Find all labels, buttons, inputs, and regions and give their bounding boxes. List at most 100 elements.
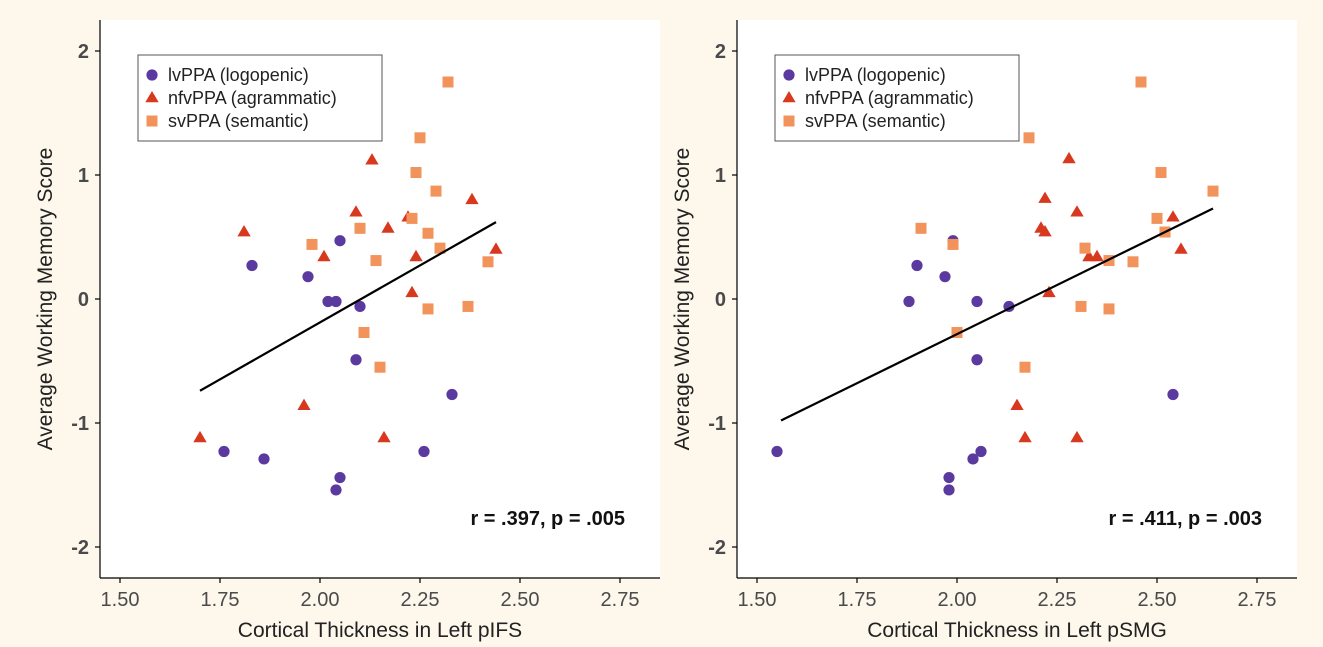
data-point <box>1038 191 1052 203</box>
data-point <box>1174 242 1188 254</box>
legend-marker <box>146 69 158 81</box>
data-point <box>1151 212 1163 224</box>
regression-line <box>780 207 1214 422</box>
y-tick-label: 2 <box>78 41 89 63</box>
data-point <box>967 453 979 465</box>
data-point <box>915 222 927 234</box>
data-point <box>422 227 434 239</box>
x-tick-label: 1.50 <box>738 589 777 611</box>
legend-label: svPPA (semantic) <box>805 111 946 131</box>
data-point <box>354 300 366 313</box>
data-point <box>1070 205 1084 217</box>
y-tick-label: -1 <box>708 413 726 435</box>
data-point <box>462 300 474 312</box>
data-point <box>334 471 346 484</box>
x-tick-label: 2.25 <box>1038 589 1077 611</box>
data-point <box>1127 256 1139 268</box>
data-point <box>302 271 314 283</box>
x-tick-label: 2.25 <box>401 589 440 611</box>
data-point <box>489 242 503 254</box>
data-point <box>418 445 430 458</box>
legend-label: nfvPPA (agrammatic) <box>805 88 974 108</box>
data-point <box>365 153 379 165</box>
data-point <box>482 256 494 268</box>
y-tick-label: -2 <box>71 537 89 559</box>
data-point <box>409 249 423 262</box>
legend-label: lvPPA (logopenic) <box>805 65 946 85</box>
y-tick-label: -2 <box>708 537 726 559</box>
legend-marker <box>782 91 796 103</box>
data-point <box>330 484 342 496</box>
x-tick-label: 2.50 <box>501 589 540 611</box>
data-point <box>971 295 983 308</box>
scatter-panel-left: -2 -1 0 1 2 1.50 1.75 2.00 2.25 2.50 2.75 Cortical … <box>34 20 660 642</box>
data-point <box>414 132 426 144</box>
y-axis-title: Average Working Memory Score <box>34 148 57 451</box>
data-point <box>1019 361 1031 373</box>
data-point <box>430 185 442 197</box>
data-point <box>939 271 951 283</box>
data-point <box>358 326 370 338</box>
data-point <box>943 484 955 496</box>
data-point <box>406 212 418 224</box>
x-tick-label: 2.00 <box>938 589 977 611</box>
data-point <box>410 167 422 179</box>
x-tick-label: 2.75 <box>601 589 640 611</box>
data-point <box>354 222 366 234</box>
data-point <box>971 354 983 366</box>
data-point <box>911 259 923 272</box>
legend-label: lvPPA (logopenic) <box>168 65 309 85</box>
scatter-panel-right: -2 -1 0 1 2 1.50 1.75 2.00 2.25 2.50 2.75 Cortical … <box>671 20 1297 642</box>
y-tick-label: 1 <box>78 165 89 187</box>
legend-marker <box>146 115 158 127</box>
legend-label: svPPA (semantic) <box>168 111 309 131</box>
data-point <box>1207 185 1219 197</box>
data-point <box>334 235 346 247</box>
legend-marker <box>145 91 159 103</box>
y-axis-title: Average Working Memory Score <box>671 148 694 451</box>
data-point <box>1018 430 1032 443</box>
data-point <box>465 192 479 205</box>
data-point <box>442 76 454 88</box>
x-axis-title: Cortical Thickness in Left pSMG <box>867 619 1167 642</box>
data-point <box>434 242 446 254</box>
data-point <box>1075 300 1087 312</box>
data-point <box>1155 167 1167 179</box>
data-point <box>422 303 434 315</box>
data-point <box>297 398 311 410</box>
y-tick-label: 0 <box>78 289 89 311</box>
data-point <box>975 445 987 458</box>
x-tick-label: 2.00 <box>301 589 340 611</box>
x-axis-title: Cortical Thickness in Left pIFS <box>238 619 522 642</box>
data-point <box>1023 132 1035 144</box>
data-point <box>330 295 342 308</box>
correlation-annotation: r = .411, p = .003 <box>1109 508 1262 530</box>
data-point <box>193 430 207 443</box>
data-point <box>1166 210 1180 222</box>
data-point <box>1167 388 1179 401</box>
regression-line <box>199 221 497 392</box>
x-tick-label: 1.75 <box>838 589 877 611</box>
y-tick-label: 0 <box>715 289 726 311</box>
legend-marker <box>783 69 795 81</box>
data-point <box>1079 242 1091 254</box>
correlation-annotation: r = .397, p = .005 <box>470 508 625 530</box>
data-point <box>370 255 382 267</box>
legend-marker <box>783 115 795 127</box>
data-point <box>1070 430 1084 443</box>
data-point <box>377 430 391 443</box>
data-point <box>349 205 363 217</box>
data-point <box>322 295 334 308</box>
data-point <box>237 225 251 237</box>
data-point <box>246 259 258 272</box>
data-point <box>943 471 955 484</box>
data-point <box>218 445 230 458</box>
data-point <box>1038 225 1052 237</box>
y-tick-label: 2 <box>715 41 726 63</box>
data-point <box>903 295 915 308</box>
data-point <box>947 238 959 250</box>
data-point <box>1042 285 1056 298</box>
x-tick-label: 2.50 <box>1138 589 1177 611</box>
x-tick-label: 1.75 <box>201 589 240 611</box>
